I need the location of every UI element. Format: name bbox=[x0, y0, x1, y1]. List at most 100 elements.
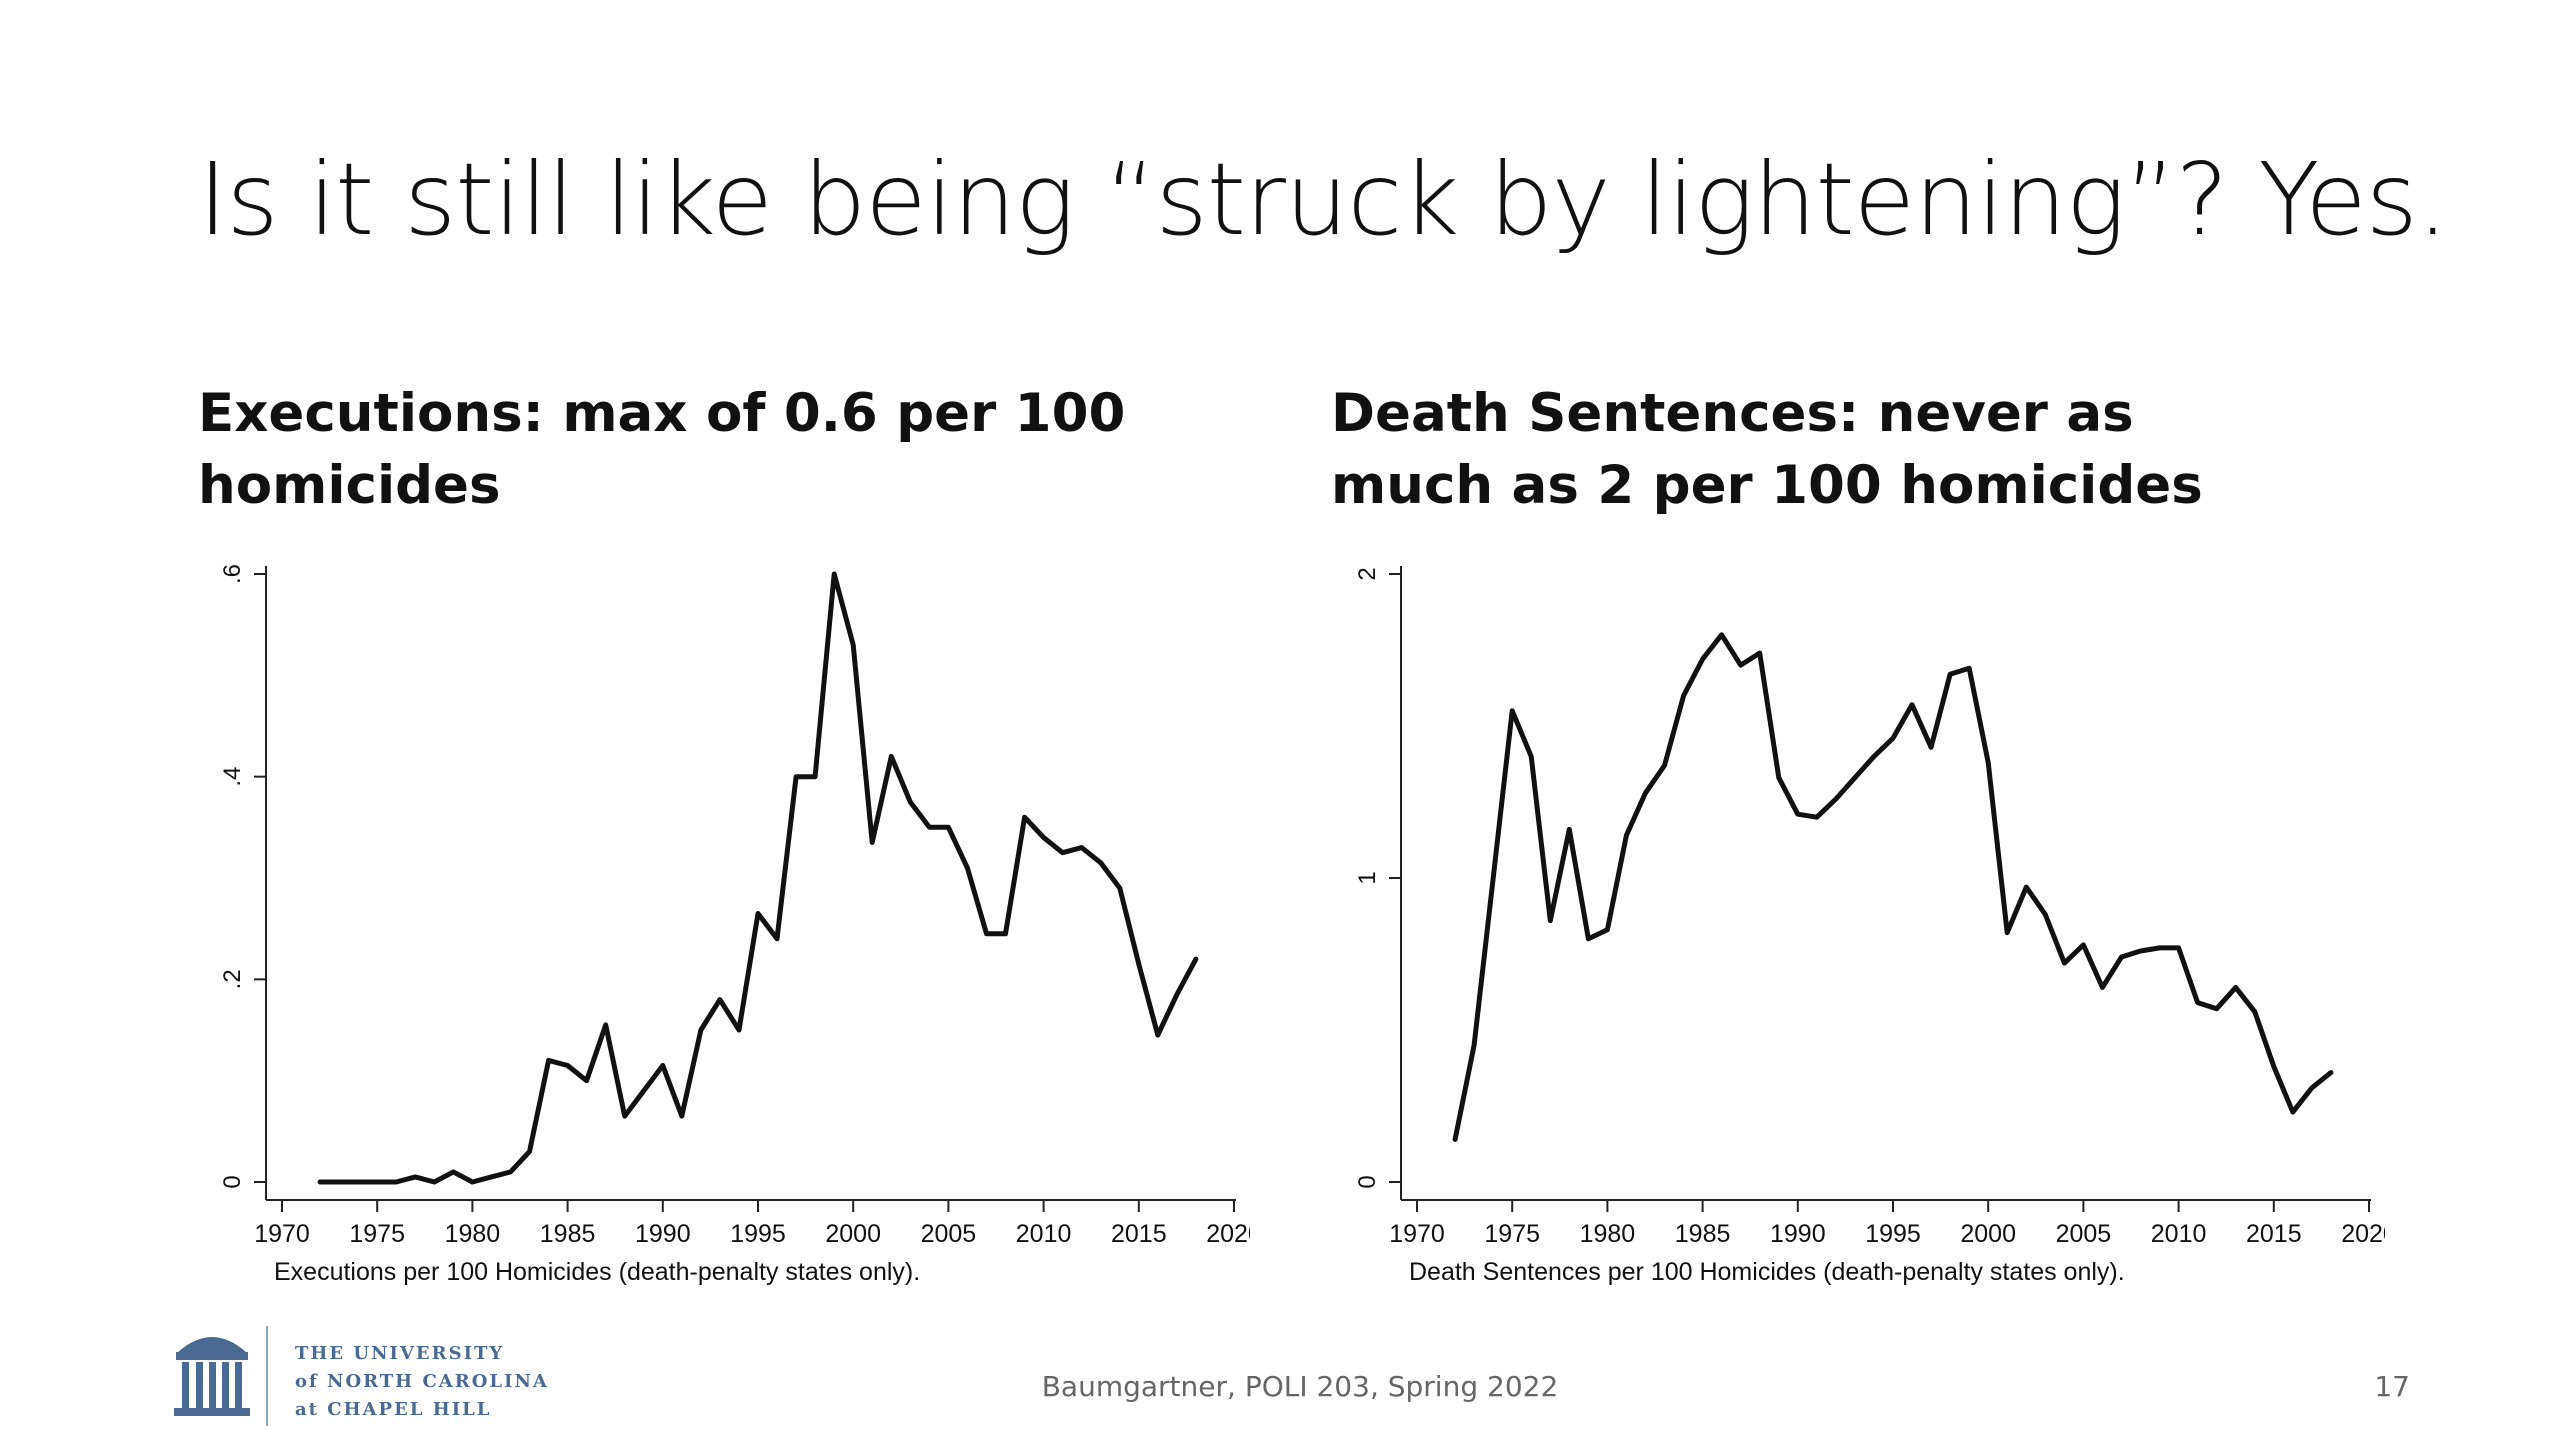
logo-separator bbox=[266, 1326, 268, 1426]
series-line bbox=[1452, 632, 2334, 1142]
data-point bbox=[965, 865, 970, 871]
x-axis-title: Executions per 100 Homicides (death-pena… bbox=[274, 1258, 920, 1286]
x-tick-label: 1985 bbox=[1675, 1220, 1731, 1248]
wordmark-line-3: at CHAPEL HILL bbox=[295, 1399, 492, 1420]
old-well-column bbox=[196, 1362, 203, 1408]
data-point bbox=[1662, 763, 1667, 768]
x-tick-label: 2005 bbox=[2056, 1220, 2112, 1248]
data-point bbox=[584, 1078, 589, 1083]
data-point bbox=[2024, 884, 2029, 890]
data-point bbox=[1117, 885, 1122, 891]
data-point bbox=[927, 825, 932, 830]
old-well-column bbox=[182, 1362, 189, 1408]
data-point bbox=[1567, 827, 1572, 832]
data-point bbox=[1757, 650, 1762, 656]
data-point bbox=[2081, 942, 2086, 948]
data-point bbox=[1681, 693, 1686, 698]
chart-heading-executions: Executions: max of 0.6 per 100 homicides bbox=[198, 383, 1126, 516]
data-point bbox=[1871, 754, 1877, 759]
data-point bbox=[470, 1179, 475, 1185]
data-point bbox=[1079, 845, 1084, 850]
data-point bbox=[2271, 1064, 2276, 1069]
data-point bbox=[622, 1113, 627, 1119]
x-tick-label: 1970 bbox=[254, 1220, 310, 1248]
data-point bbox=[489, 1174, 494, 1180]
data-point bbox=[432, 1179, 437, 1185]
data-point bbox=[793, 774, 799, 779]
x-tick-label: 1985 bbox=[540, 1220, 596, 1248]
data-point bbox=[317, 1179, 323, 1185]
x-tick-label: 2010 bbox=[1016, 1220, 1072, 1248]
data-point bbox=[1136, 961, 1141, 967]
data-point bbox=[717, 997, 723, 1002]
data-point bbox=[1490, 875, 1496, 881]
data-point bbox=[1795, 811, 1800, 817]
data-point bbox=[508, 1169, 513, 1175]
x-tick-label: 1980 bbox=[1580, 1220, 1636, 1248]
data-point bbox=[1719, 632, 1724, 637]
data-point bbox=[527, 1149, 532, 1154]
x-tick-label: 2020 bbox=[2341, 1220, 2385, 1248]
data-point bbox=[413, 1174, 418, 1180]
data-point bbox=[546, 1058, 551, 1063]
data-point bbox=[2043, 912, 2048, 917]
data-point bbox=[641, 1088, 646, 1093]
data-point bbox=[451, 1169, 456, 1175]
series-line bbox=[317, 571, 1199, 1185]
data-point bbox=[812, 774, 818, 779]
data-point bbox=[2119, 954, 2124, 960]
data-point bbox=[1986, 760, 1991, 765]
data-point bbox=[1624, 833, 1629, 838]
x-tick-label: 2010 bbox=[2151, 1220, 2207, 1248]
data-point bbox=[679, 1113, 685, 1119]
university-wordmark: THE UNIVERSITY of NORTH CAROLINA at CHAP… bbox=[295, 1340, 549, 1424]
data-point bbox=[889, 754, 894, 759]
x-tick-label: 1975 bbox=[1484, 1220, 1540, 1248]
data-point bbox=[1098, 860, 1103, 865]
unc-old-well-logo bbox=[174, 1337, 250, 1416]
x-axis-title: Death Sentences per 100 Homicides (death… bbox=[1409, 1258, 2125, 1286]
wordmark-line-1: THE UNIVERSITY bbox=[295, 1343, 505, 1364]
y-tick-label: 1 bbox=[1354, 871, 1381, 884]
x-tick-label: 2020 bbox=[1206, 1220, 1250, 1248]
data-point bbox=[870, 840, 875, 845]
data-point bbox=[375, 1179, 380, 1185]
data-point bbox=[946, 825, 951, 830]
data-point bbox=[831, 571, 837, 577]
data-point bbox=[394, 1179, 399, 1185]
y-tick-label: .4 bbox=[219, 767, 246, 787]
x-tick-label: 1990 bbox=[635, 1220, 691, 1248]
data-point bbox=[1041, 835, 1046, 840]
y-tick-label: 0 bbox=[219, 1175, 246, 1188]
data-point bbox=[1928, 745, 1934, 750]
data-point bbox=[1548, 918, 1553, 923]
x-tick-label: 2015 bbox=[2246, 1220, 2302, 1248]
data-point bbox=[2233, 985, 2238, 990]
old-well-column bbox=[222, 1362, 229, 1408]
data-point bbox=[2309, 1085, 2315, 1090]
data-point bbox=[1510, 708, 1515, 713]
data-point bbox=[984, 931, 989, 936]
data-point bbox=[1003, 931, 1008, 936]
data-point bbox=[774, 936, 780, 941]
x-tick-label: 1990 bbox=[1770, 1220, 1826, 1248]
data-point bbox=[1966, 666, 1972, 671]
data-point bbox=[851, 642, 856, 648]
data-point bbox=[1529, 754, 1534, 759]
data-point bbox=[2195, 1000, 2200, 1005]
data-point bbox=[2176, 945, 2181, 951]
x-tick-label: 1975 bbox=[349, 1220, 405, 1248]
data-point bbox=[1909, 702, 1915, 707]
data-point bbox=[2290, 1109, 2296, 1115]
data-point bbox=[1471, 1043, 1477, 1048]
slide-footer: Baumgartner, POLI 203, Spring 2022 bbox=[1041, 1370, 1559, 1403]
data-point bbox=[2157, 945, 2162, 951]
data-point bbox=[736, 1027, 742, 1033]
slide-title: Is it still like being “struck by lighte… bbox=[198, 141, 2449, 258]
data-point bbox=[1852, 775, 1858, 780]
y-tick-label: .6 bbox=[219, 564, 246, 584]
data-point bbox=[755, 911, 761, 916]
data-point bbox=[1155, 1032, 1161, 1038]
data-point bbox=[660, 1063, 665, 1068]
x-tick-label: 2000 bbox=[1960, 1220, 2016, 1248]
